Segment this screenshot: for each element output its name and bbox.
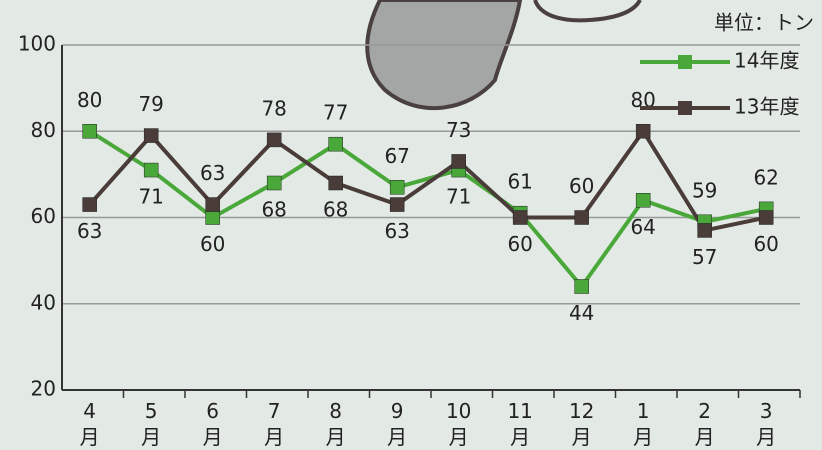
- data-label: 61: [507, 170, 532, 194]
- marker: [143, 162, 159, 178]
- series-line: [88, 127, 767, 233]
- marker: [574, 279, 589, 294]
- marker: [635, 124, 651, 139]
- data-label: 62: [753, 165, 778, 189]
- data-label: 60: [569, 174, 594, 198]
- marker: [328, 136, 343, 152]
- data-label: 68: [261, 198, 286, 222]
- x-tick-label: 10 月: [446, 399, 471, 449]
- marker: [697, 223, 712, 238]
- marker: [389, 180, 405, 195]
- marker: [205, 197, 220, 212]
- unit-label: 単位：トン: [714, 11, 814, 35]
- data-label: 59: [692, 178, 717, 202]
- y-tick-label: 100: [18, 32, 56, 56]
- marker: [328, 175, 343, 191]
- y-tick-label: 40: [31, 290, 56, 314]
- data-label: 71: [446, 185, 471, 209]
- marker: [82, 124, 97, 139]
- data-label: 60: [753, 232, 778, 256]
- data-label: 71: [138, 185, 163, 209]
- data-label: 63: [384, 219, 409, 243]
- marker: [451, 154, 466, 169]
- marker: [266, 132, 282, 148]
- decoration: [533, 0, 642, 23]
- data-label: 80: [77, 88, 102, 112]
- decoration: [365, 0, 523, 111]
- legend-marker: [678, 55, 692, 69]
- marker: [574, 210, 589, 225]
- marker: [635, 193, 651, 208]
- data-label: 44: [569, 301, 594, 325]
- data-label: 78: [261, 96, 286, 120]
- data-label: 73: [446, 118, 471, 142]
- data-label: 64: [630, 215, 655, 239]
- data-label: 77: [323, 101, 348, 125]
- data-label: 63: [200, 161, 225, 185]
- data-label: 67: [384, 144, 409, 168]
- x-tick-label: 11 月: [507, 399, 532, 449]
- legend-label: 13年度: [734, 95, 799, 119]
- data-label: 57: [692, 245, 717, 269]
- marker: [512, 210, 528, 225]
- marker: [389, 197, 405, 212]
- x-tick-label: 12 月: [569, 399, 594, 449]
- series-line: [88, 129, 767, 290]
- y-tick-label: 60: [31, 204, 56, 228]
- marker: [758, 210, 774, 225]
- legend-marker: [678, 101, 692, 115]
- data-label: 60: [200, 232, 225, 256]
- data-label: 79: [138, 92, 163, 116]
- data-label: 60: [507, 232, 532, 256]
- data-label: 68: [323, 198, 348, 222]
- marker: [82, 197, 97, 212]
- marker: [143, 128, 159, 143]
- marker: [205, 210, 220, 225]
- y-tick-label: 20: [31, 377, 56, 401]
- marker: [266, 175, 282, 191]
- data-label: 63: [77, 219, 102, 243]
- legend-label: 14年度: [734, 49, 799, 73]
- y-tick-label: 80: [31, 118, 56, 142]
